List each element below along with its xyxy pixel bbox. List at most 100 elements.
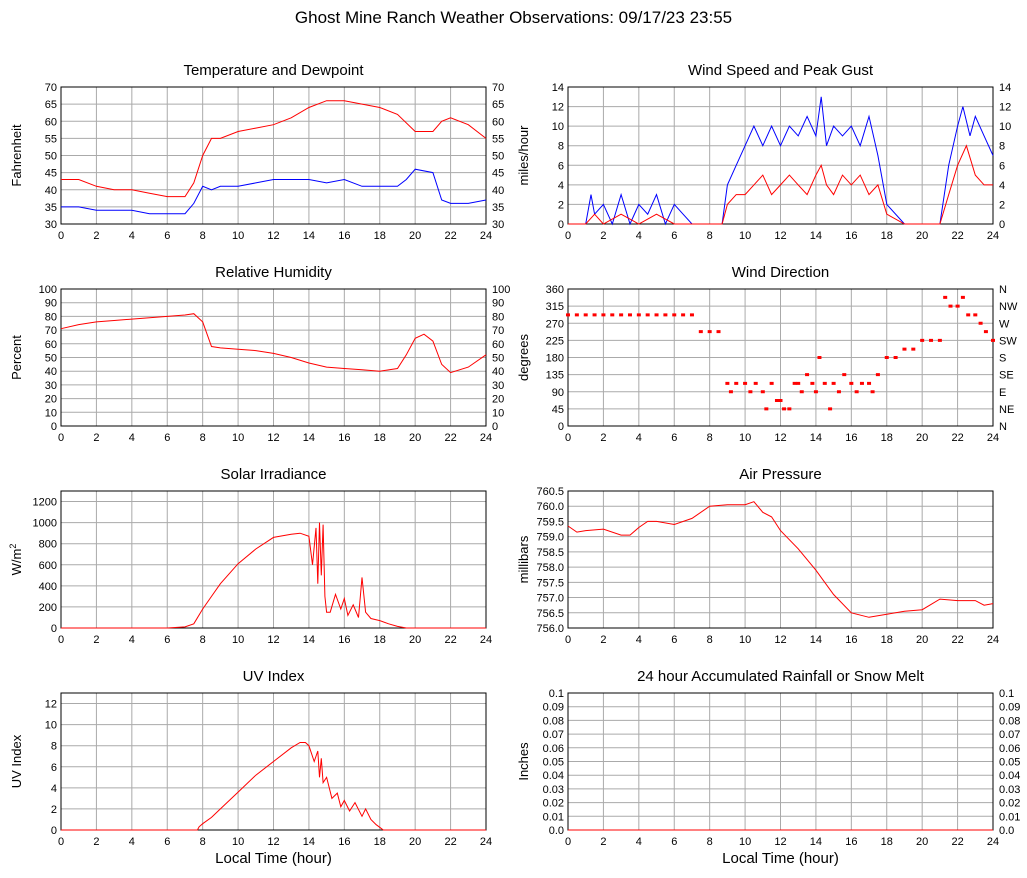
data-point: [870, 390, 875, 394]
right-tick-label: 100: [492, 284, 510, 296]
x-tick-label: 14: [303, 432, 315, 444]
y-tick-label: 100: [39, 284, 57, 296]
x-tick-label: 8: [707, 634, 713, 646]
y-tick-label: 0.05: [543, 757, 564, 769]
data-point: [689, 313, 694, 317]
y-tick-label: 30: [45, 380, 57, 392]
y-tick-label: 270: [546, 318, 564, 330]
x-tick-label: 16: [338, 432, 350, 444]
x-tick-label: 24: [987, 230, 999, 242]
data-point: [619, 313, 624, 317]
x-tick-label: 22: [951, 230, 963, 242]
x-tick-label: 10: [232, 432, 244, 444]
y-tick-label: 200: [39, 602, 57, 614]
x-tick-label: 10: [232, 634, 244, 646]
y-tick-label: 40: [45, 366, 57, 378]
right-tick-label: 0: [492, 421, 498, 433]
data-point: [698, 330, 703, 334]
y-tick-label: 758.5: [536, 547, 564, 559]
chart-title: Air Pressure: [739, 466, 822, 483]
right-tick-label: 30: [492, 219, 504, 231]
data-point: [636, 313, 641, 317]
data-point: [748, 390, 753, 394]
right-tick-label: 55: [492, 133, 504, 145]
y-tick-label: 0.03: [543, 784, 564, 796]
x-tick-label: 18: [374, 836, 386, 848]
y-tick-label: 0: [51, 421, 57, 433]
y-axis-label: Inches: [516, 742, 531, 781]
data-point: [893, 356, 898, 359]
data-point: [813, 390, 818, 394]
right-tick-label: 35: [492, 202, 504, 214]
y-tick-label: 6: [51, 762, 57, 774]
data-point: [796, 381, 801, 385]
chart-rain: 24 hour Accumulated Rainfall or Snow Mel…: [516, 668, 1020, 867]
data-point: [654, 313, 659, 317]
x-tick-label: 8: [707, 230, 713, 242]
x-tick-label: 14: [810, 634, 822, 646]
x-tick-label: 4: [636, 836, 642, 848]
x-tick-label: 14: [303, 634, 315, 646]
y-tick-label: 400: [39, 581, 57, 593]
x-tick-label: 12: [774, 230, 786, 242]
y-tick-label: 4: [558, 180, 564, 192]
x-tick-label: 20: [916, 230, 928, 242]
x-tick-label: 8: [707, 432, 713, 444]
chart-title: UV Index: [243, 668, 305, 685]
x-tick-label: 14: [810, 432, 822, 444]
data-point: [983, 330, 988, 334]
x-tick-label: 18: [881, 836, 893, 848]
data-point: [799, 390, 804, 394]
y-tick-label: 2: [558, 199, 564, 211]
x-axis-label: Local Time (hour): [215, 850, 332, 867]
y-tick-label: 12: [552, 102, 564, 114]
y-axis-label: miles/hour: [516, 125, 531, 186]
x-tick-label: 6: [671, 432, 677, 444]
x-tick-label: 24: [480, 230, 492, 242]
right-tick-label: 65: [492, 99, 504, 111]
plot-frame: [60, 692, 487, 831]
y-tick-label: 80: [45, 311, 57, 323]
x-tick-label: 20: [409, 836, 421, 848]
data-point: [810, 381, 815, 385]
x-tick-label: 12: [774, 634, 786, 646]
y-tick-label: 759.0: [536, 532, 564, 544]
data-point: [681, 313, 686, 317]
y-tick-label: 90: [552, 387, 564, 399]
right-tick-label: 70: [492, 82, 504, 94]
series-line: [568, 144, 993, 225]
x-tick-label: 0: [565, 432, 571, 444]
data-point: [716, 330, 721, 334]
data-point: [769, 381, 774, 385]
y-tick-label: 30: [45, 219, 57, 231]
series-line: [60, 313, 487, 374]
y-tick-label: 315: [546, 301, 564, 313]
right-tick-label: 40: [492, 185, 504, 197]
plot-frame: [567, 288, 994, 427]
data-point: [734, 381, 739, 385]
right-tick-label: SE: [999, 370, 1014, 382]
right-tick-label: 60: [492, 116, 504, 128]
data-point: [663, 313, 668, 317]
x-tick-label: 4: [129, 836, 135, 848]
y-tick-label: 135: [546, 370, 564, 382]
x-tick-label: 16: [338, 836, 350, 848]
data-point: [743, 381, 748, 385]
y-tick-label: 12: [45, 699, 57, 711]
right-tick-label: E: [999, 387, 1006, 399]
y-tick-label: 760.0: [536, 501, 564, 513]
x-axis-label: Local Time (hour): [722, 850, 839, 867]
data-point: [764, 407, 769, 411]
x-tick-label: 22: [951, 836, 963, 848]
x-tick-label: 6: [164, 634, 170, 646]
x-tick-label: 20: [916, 836, 928, 848]
x-tick-label: 16: [845, 634, 857, 646]
data-point: [875, 373, 880, 377]
data-point: [937, 338, 942, 342]
right-tick-label: 0.08: [999, 715, 1020, 727]
